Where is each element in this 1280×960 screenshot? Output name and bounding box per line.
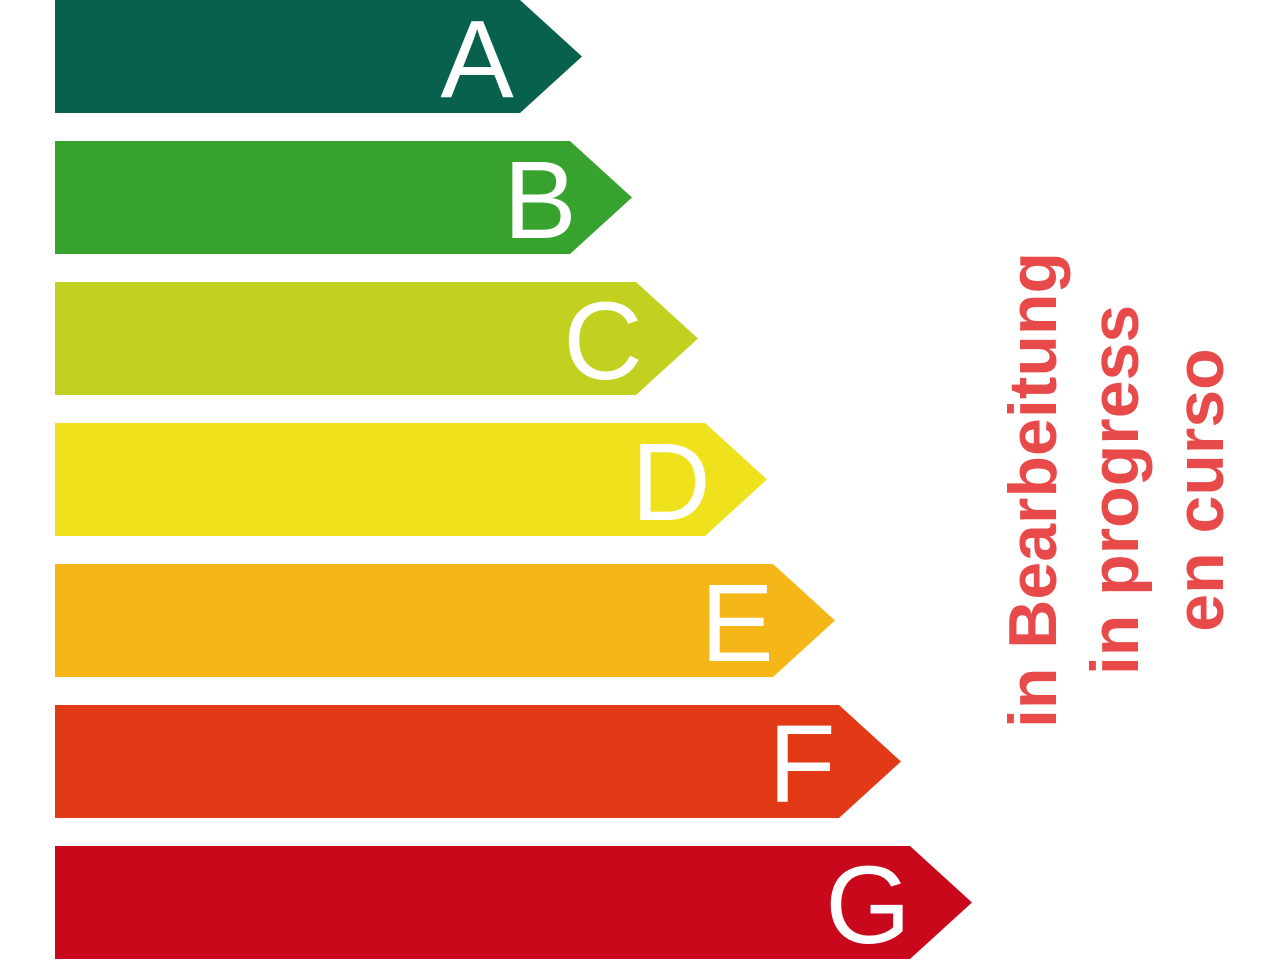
energy-class-letter: B xyxy=(503,139,576,262)
energy-class-d-arrow: D xyxy=(55,421,767,544)
energy-class-e-arrow: E xyxy=(55,562,835,685)
energy-class-f-arrow: F xyxy=(55,703,901,826)
energy-class-letter: A xyxy=(440,0,514,121)
arrow-shape xyxy=(55,564,835,677)
energy-class-letter: D xyxy=(631,421,710,544)
energy-class-letter: C xyxy=(563,280,642,403)
status-text-german: in Bearbeitung xyxy=(995,251,1071,729)
arrow-shape xyxy=(55,423,767,536)
arrow-shape xyxy=(55,282,698,395)
energy-class-letter: F xyxy=(768,703,835,826)
arrow-shape xyxy=(55,0,582,113)
energy-class-b-arrow: B xyxy=(55,139,632,262)
arrow-shape xyxy=(55,141,632,254)
energy-class-c-arrow: C xyxy=(55,280,698,403)
arrow-shape xyxy=(55,705,901,818)
energy-class-g-arrow: G xyxy=(55,844,972,960)
arrow-shape xyxy=(55,846,972,959)
energy-class-letter: G xyxy=(825,844,911,960)
energy-class-a-arrow: A xyxy=(55,0,582,121)
status-text-english: in progress xyxy=(1077,304,1153,676)
energy-class-letter: E xyxy=(700,562,773,685)
status-text-spanish: en curso xyxy=(1162,348,1238,632)
